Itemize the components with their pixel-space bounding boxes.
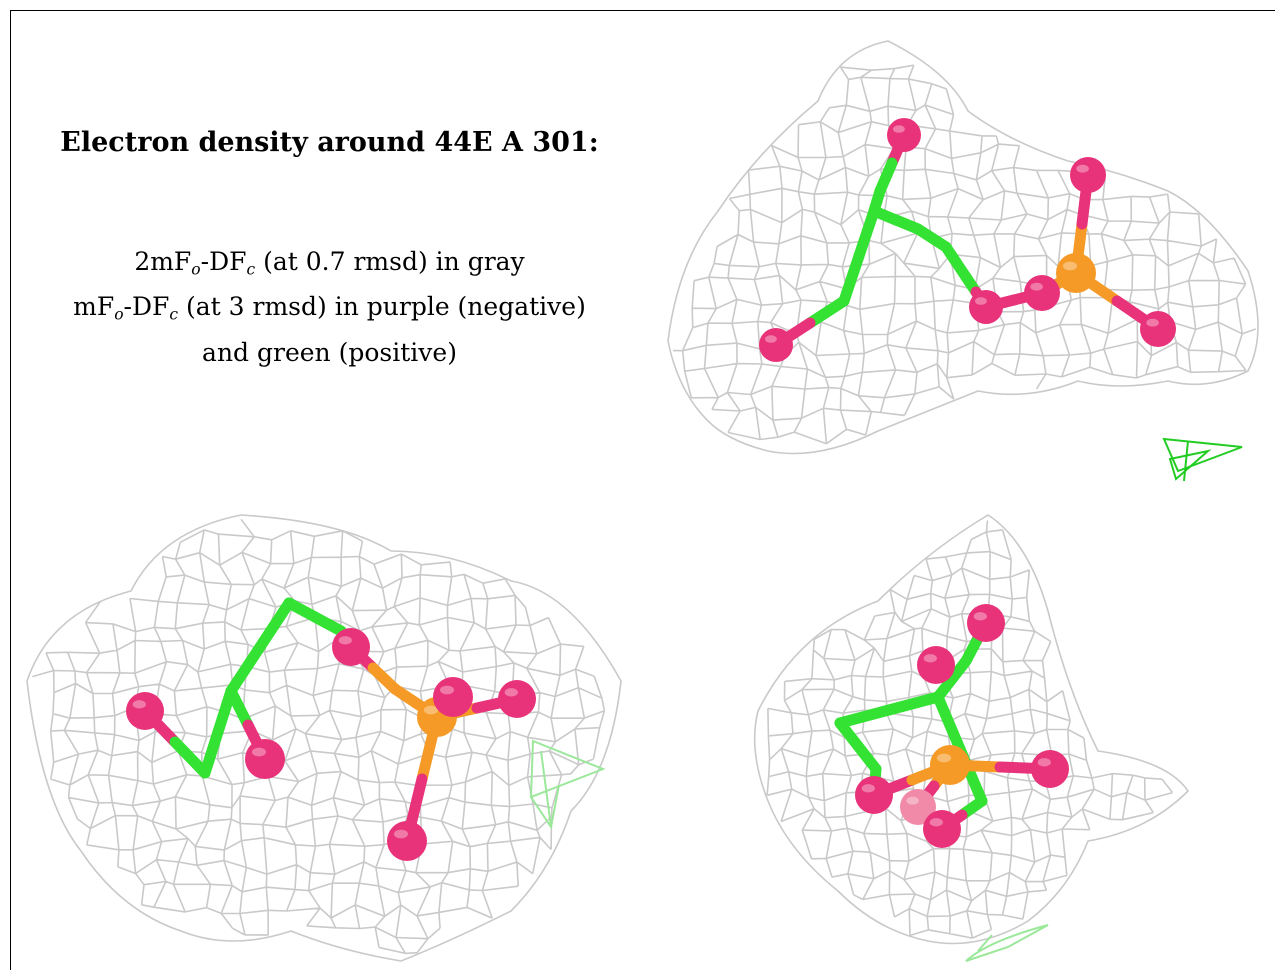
oxygen-atom bbox=[887, 118, 921, 152]
bond-stick bbox=[225, 685, 254, 731]
oxygen-atom bbox=[900, 789, 936, 825]
ligand-atoms bbox=[855, 604, 1069, 848]
oxygen-atom bbox=[967, 604, 1005, 642]
caption: Electron density around 44E A 301: 2mFo-… bbox=[11, 11, 648, 511]
bond-stick bbox=[838, 250, 865, 307]
molecule-render-2 bbox=[26, 514, 622, 962]
caption-line-3: and green (positive) bbox=[202, 337, 457, 367]
phosphorus-atom bbox=[1056, 253, 1096, 293]
oxygen-atom bbox=[923, 810, 961, 848]
bond-stick bbox=[932, 691, 966, 755]
gray-mesh bbox=[667, 40, 1259, 455]
positive-density-blob bbox=[965, 924, 1049, 962]
ligand-sticks bbox=[139, 597, 523, 847]
mesh-lattice bbox=[766, 520, 1174, 939]
positive-density-blob bbox=[1162, 437, 1243, 482]
bond-stick bbox=[225, 641, 266, 697]
oxygen-atom bbox=[855, 776, 893, 814]
density-view-1 bbox=[648, 10, 1275, 512]
mesh-lattice bbox=[32, 518, 606, 955]
gray-mesh bbox=[26, 514, 622, 962]
oxygen-atom bbox=[969, 290, 1003, 324]
caption-line-1: 2mFo-DFc (at 0.7 rmsd) in gray bbox=[134, 247, 525, 279]
bond-stick bbox=[254, 597, 295, 653]
oxygen-atom bbox=[245, 739, 285, 779]
positive-density-blob bbox=[529, 739, 606, 830]
bond-stick bbox=[169, 736, 211, 779]
caption-lines: 2mFo-DFc (at 0.7 rmsd) in gray mFo-DFc (… bbox=[11, 243, 648, 372]
density-view-3 bbox=[648, 511, 1275, 970]
oxygen-atom bbox=[498, 680, 536, 718]
phosphorus-atom bbox=[930, 745, 970, 785]
oxygen-atom bbox=[387, 821, 427, 861]
ligand-atoms bbox=[759, 118, 1176, 362]
bond-stick bbox=[834, 704, 895, 729]
gray-mesh bbox=[753, 514, 1189, 945]
bond-stick bbox=[199, 726, 224, 779]
caption-cell: Electron density around 44E A 301: 2mFo-… bbox=[10, 10, 649, 512]
oxygen-atom bbox=[1024, 275, 1060, 311]
density-view-2 bbox=[10, 511, 649, 970]
oxygen-atom bbox=[759, 328, 793, 362]
caption-line-2: mFo-DFc (at 3 rmsd) in purple (negative) bbox=[73, 292, 586, 324]
oxygen-atom bbox=[917, 646, 955, 684]
oxygen-atom bbox=[1031, 750, 1069, 788]
caption-title: Electron density around 44E A 301: bbox=[60, 127, 599, 158]
bond-stick bbox=[853, 205, 880, 262]
mesh-lattice bbox=[673, 64, 1256, 445]
molecule-render-1 bbox=[667, 40, 1259, 482]
oxygen-atom bbox=[1070, 157, 1106, 193]
molecule-render-3 bbox=[753, 514, 1189, 962]
oxygen-atom bbox=[126, 692, 164, 730]
bond-stick bbox=[804, 295, 850, 329]
oxygen-atom bbox=[332, 628, 370, 666]
oxygen-atom bbox=[1140, 311, 1176, 347]
bond-stick bbox=[883, 691, 944, 716]
ligand-atoms bbox=[126, 628, 536, 861]
oxygen-atom bbox=[433, 677, 473, 717]
